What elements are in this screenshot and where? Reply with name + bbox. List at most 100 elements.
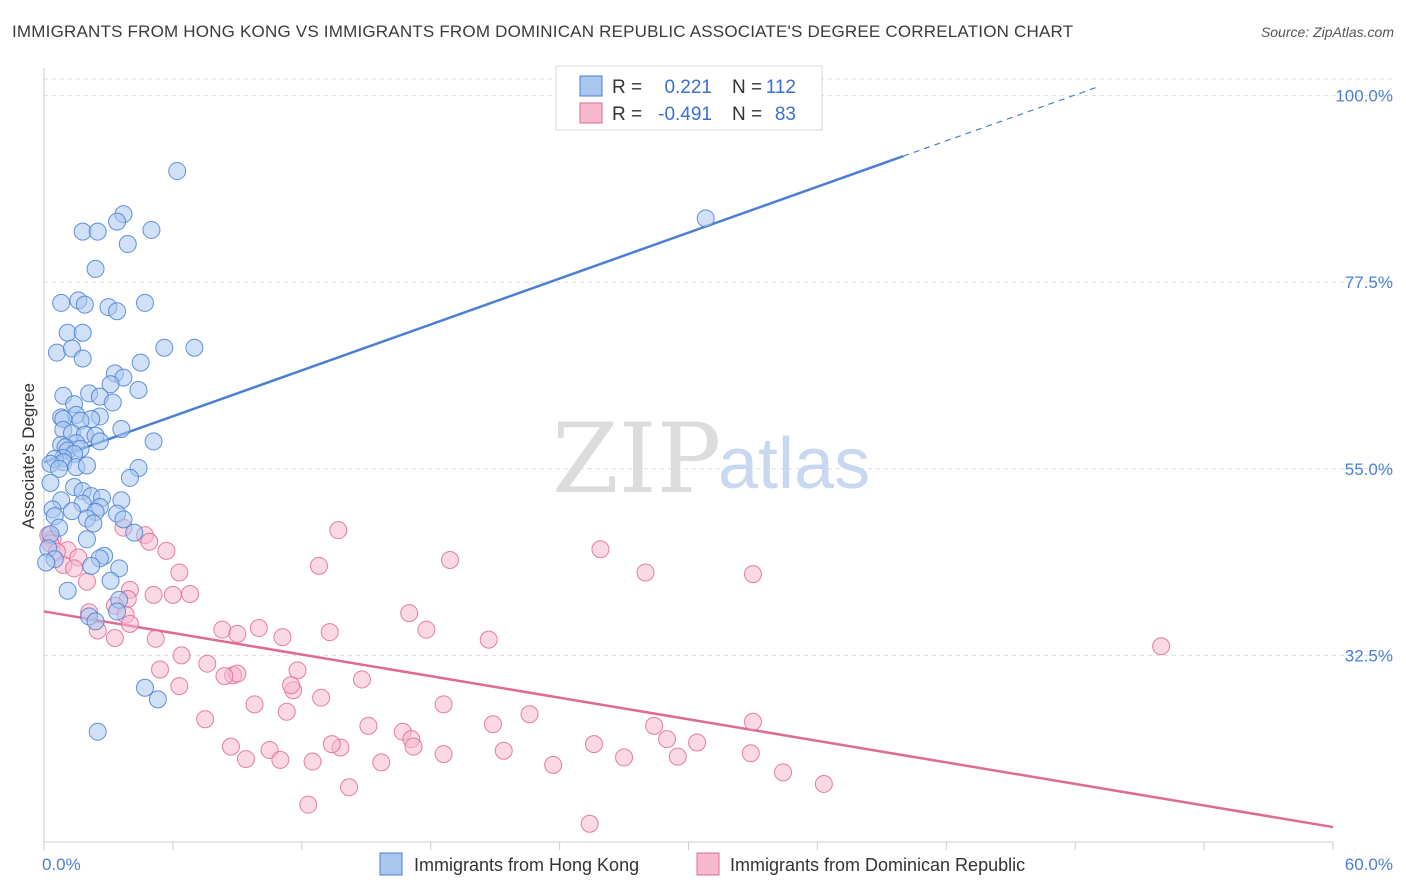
- dominican-point-51: [170, 677, 189, 696]
- hongkong-point-18: [73, 349, 92, 368]
- trend-line-dominican: [43, 610, 1334, 829]
- hongkong-point-96: [696, 209, 715, 228]
- hongkong-point-29: [103, 393, 122, 412]
- watermark-zip: ZIP: [552, 403, 721, 515]
- dominican-point-10: [140, 532, 159, 551]
- dominican-point-39: [146, 629, 165, 648]
- bottom-legend-label-hongkong: Immigrants from Hong Kong: [414, 855, 639, 875]
- y-tick-label-1: 55.0%: [1345, 460, 1393, 479]
- x-tick-label-0: 0.0%: [42, 855, 81, 874]
- hongkong-point-0: [168, 162, 187, 181]
- dominican-point-49: [282, 676, 301, 695]
- hongkong-point-4: [88, 222, 107, 241]
- dominican-point-84: [299, 795, 318, 814]
- dominican-point-81: [814, 774, 833, 793]
- hongkong-point-7: [86, 259, 105, 278]
- hongkong-point-5: [142, 220, 161, 239]
- hongkong-point-95: [88, 722, 107, 741]
- hongkong-point-16: [47, 343, 66, 362]
- dominican-point-24: [163, 585, 182, 604]
- hongkong-point-37: [112, 419, 131, 438]
- dominican-point-71: [271, 750, 290, 769]
- legend-r-value-2: -0.491: [658, 104, 712, 125]
- dominican-point-14: [591, 540, 610, 559]
- dominican-point-28: [120, 614, 139, 633]
- hongkong-point-78: [77, 530, 96, 549]
- hongkong-point-88: [58, 581, 77, 600]
- legend-r-value-1: 0.221: [664, 77, 712, 98]
- dominican-point-47: [352, 670, 371, 689]
- hongkong-point-90: [108, 602, 127, 621]
- hongkong-point-10: [75, 295, 94, 314]
- hongkong-point-2: [108, 212, 127, 231]
- trend-line-hongkong: [43, 154, 904, 464]
- dominican-point-76: [615, 748, 634, 767]
- dominican-point-37: [273, 628, 292, 647]
- bottom-legend-swatch-pink: [696, 852, 720, 876]
- dominican-point-42: [151, 660, 170, 679]
- legend-n-value-1: 112: [766, 77, 796, 98]
- dominican-point-83: [322, 735, 341, 754]
- hongkong-point-59: [41, 473, 60, 492]
- x-tick-label-1: 60.0%: [1345, 855, 1393, 874]
- hongkong-point-19: [155, 338, 174, 357]
- gridlines: [44, 78, 1393, 656]
- dominican-point-23: [181, 585, 200, 604]
- hongkong-point-20: [185, 338, 204, 357]
- hongkong-point-84: [37, 553, 56, 572]
- hongkong-point-3: [73, 222, 92, 241]
- y-tick-label-2: 77.5%: [1345, 273, 1393, 292]
- hongkong-point-92: [86, 612, 105, 631]
- dominican-point-18: [170, 563, 189, 582]
- dominican-point-11: [157, 541, 176, 560]
- dominican-point-53: [277, 702, 296, 721]
- hongkong-point-55: [77, 456, 96, 475]
- dominican-point-19: [77, 572, 96, 591]
- dominican-point-30: [213, 620, 232, 639]
- dominican-point-74: [434, 745, 453, 764]
- watermark-atlas: atlas: [718, 424, 870, 504]
- dominican-point-17: [309, 556, 328, 575]
- dominican-point-54: [434, 695, 453, 714]
- legend-n-label-2: N =: [732, 104, 762, 125]
- hongkong-point-48: [144, 432, 163, 451]
- y-axis-label: Associate's Degree: [19, 383, 38, 529]
- dominican-point-41: [198, 654, 217, 673]
- hongkong-point-28: [129, 381, 148, 400]
- dominican-point-16: [743, 565, 762, 584]
- legend-n-value-2: 83: [775, 104, 796, 125]
- axes: [43, 68, 1334, 850]
- dominican-point-82: [340, 778, 359, 797]
- dominican-point-72: [303, 752, 322, 771]
- hongkong-point-42: [90, 432, 109, 451]
- dominican-point-36: [320, 623, 339, 642]
- dominican-point-58: [484, 715, 503, 734]
- hongkong-point-58: [120, 468, 139, 487]
- dominican-point-65: [221, 737, 240, 756]
- dominican-point-80: [774, 763, 793, 782]
- dominican-point-78: [741, 744, 760, 763]
- bottom-legend-swatch-blue: [379, 852, 403, 876]
- dominican-point-13: [441, 551, 460, 570]
- dominican-point-60: [743, 712, 762, 731]
- dominican-point-64: [688, 733, 707, 752]
- watermark: ZIP atlas: [552, 403, 870, 515]
- dominican-point-68: [404, 737, 423, 756]
- hongkong-point-69: [62, 502, 81, 521]
- dominican-point-70: [236, 750, 255, 769]
- hongkong-point-77: [125, 523, 144, 542]
- hongkong-point-74: [114, 510, 133, 529]
- hongkong-point-6: [118, 235, 137, 254]
- legend-r-label-2: R =: [612, 104, 642, 125]
- dominican-point-69: [584, 735, 603, 754]
- hongkong-point-85: [82, 556, 101, 575]
- dominican-point-75: [494, 741, 513, 760]
- dominican-point-59: [645, 716, 664, 735]
- dominican-point-38: [105, 628, 124, 647]
- dominican-point-46: [288, 661, 307, 680]
- dominican-point-33: [400, 604, 419, 623]
- y-tick-label-3: 100.0%: [1335, 87, 1393, 106]
- dominican-point-15: [636, 563, 655, 582]
- hongkong-point-14: [58, 323, 77, 342]
